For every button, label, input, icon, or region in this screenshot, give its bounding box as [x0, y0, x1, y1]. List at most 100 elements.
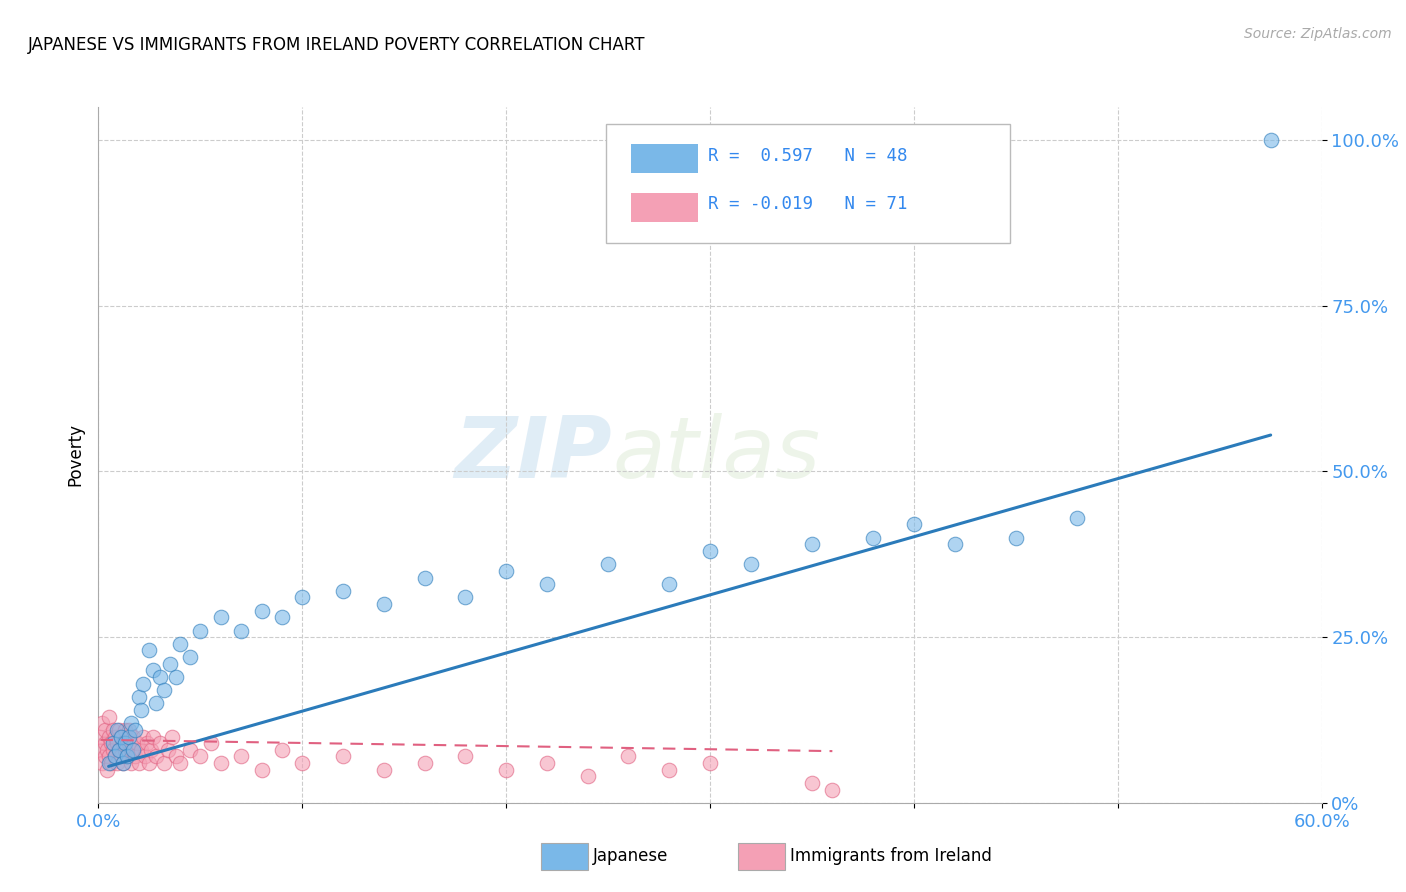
Point	[454, 591, 477, 605]
Point	[413, 570, 436, 584]
Point	[156, 743, 179, 757]
Point	[598, 558, 620, 572]
Text: JAPANESE VS IMMIGRANTS FROM IRELAND POVERTY CORRELATION CHART: JAPANESE VS IMMIGRANTS FROM IRELAND POVE…	[28, 36, 645, 54]
Point	[270, 610, 294, 624]
Text: R = -0.019   N = 71: R = -0.019 N = 71	[707, 195, 907, 213]
Point	[270, 743, 294, 757]
Point	[91, 756, 114, 770]
Point	[332, 583, 354, 598]
Point	[96, 743, 118, 757]
Point	[115, 749, 138, 764]
Point	[132, 676, 155, 690]
Text: atlas: atlas	[612, 413, 820, 497]
Point	[124, 749, 146, 764]
Point	[101, 736, 124, 750]
Point	[124, 723, 146, 737]
Point	[373, 763, 395, 777]
Point	[89, 730, 111, 744]
Point	[658, 577, 681, 591]
Point	[332, 749, 354, 764]
Point	[104, 749, 127, 764]
Point	[105, 723, 128, 737]
Point	[179, 650, 201, 665]
Point	[141, 743, 163, 757]
Point	[111, 736, 134, 750]
Point	[250, 604, 273, 618]
Point	[142, 663, 165, 677]
Point	[169, 637, 191, 651]
Point	[89, 743, 111, 757]
Point	[129, 743, 152, 757]
Point	[145, 697, 167, 711]
Point	[118, 736, 141, 750]
Point	[93, 736, 115, 750]
Text: Source: ZipAtlas.com: Source: ZipAtlas.com	[1244, 27, 1392, 41]
Point	[179, 743, 201, 757]
Point	[142, 730, 165, 744]
Point	[136, 736, 159, 750]
FancyBboxPatch shape	[630, 193, 697, 222]
Point	[127, 736, 149, 750]
Point	[862, 531, 884, 545]
Point	[110, 730, 132, 744]
Point	[373, 597, 395, 611]
Point	[105, 756, 128, 770]
Point	[108, 723, 131, 737]
Point	[118, 723, 141, 737]
Point	[200, 736, 222, 750]
FancyBboxPatch shape	[630, 144, 697, 173]
Point	[97, 709, 120, 723]
Point	[188, 624, 212, 638]
Y-axis label: Poverty: Poverty	[66, 424, 84, 486]
Point	[231, 749, 253, 764]
Point	[118, 730, 141, 744]
Point	[122, 730, 145, 744]
Point	[801, 537, 824, 551]
Point	[120, 716, 142, 731]
Point	[114, 723, 136, 737]
FancyBboxPatch shape	[606, 124, 1010, 243]
Point	[699, 544, 721, 558]
Point	[97, 756, 120, 770]
Text: Japanese: Japanese	[593, 847, 669, 865]
Point	[149, 670, 172, 684]
Point	[120, 756, 142, 770]
Point	[1260, 133, 1282, 147]
Point	[413, 756, 436, 770]
Point	[138, 643, 160, 657]
Point	[291, 756, 314, 770]
Point	[111, 756, 134, 770]
Point	[97, 749, 120, 764]
Point	[128, 690, 150, 704]
Point	[188, 749, 212, 764]
Point	[122, 743, 145, 757]
Point	[903, 517, 925, 532]
Point	[145, 749, 167, 764]
Point	[104, 730, 127, 744]
Point	[495, 564, 517, 578]
Point	[250, 763, 273, 777]
Text: Immigrants from Ireland: Immigrants from Ireland	[790, 847, 993, 865]
Point	[291, 591, 314, 605]
Point	[536, 756, 558, 770]
Point	[120, 743, 142, 757]
Point	[114, 743, 136, 757]
Point	[536, 577, 558, 591]
Point	[576, 769, 599, 783]
Point	[209, 756, 232, 770]
Point	[231, 624, 253, 638]
Point	[617, 749, 640, 764]
Point	[134, 749, 156, 764]
Point	[100, 736, 122, 750]
Point	[96, 763, 118, 777]
Point	[160, 730, 183, 744]
Point	[100, 756, 122, 770]
Point	[159, 657, 181, 671]
Point	[699, 756, 721, 770]
Point	[165, 670, 187, 684]
Point	[454, 749, 477, 764]
Point	[93, 723, 115, 737]
Point	[101, 723, 124, 737]
Point	[165, 749, 187, 764]
Point	[801, 776, 824, 790]
